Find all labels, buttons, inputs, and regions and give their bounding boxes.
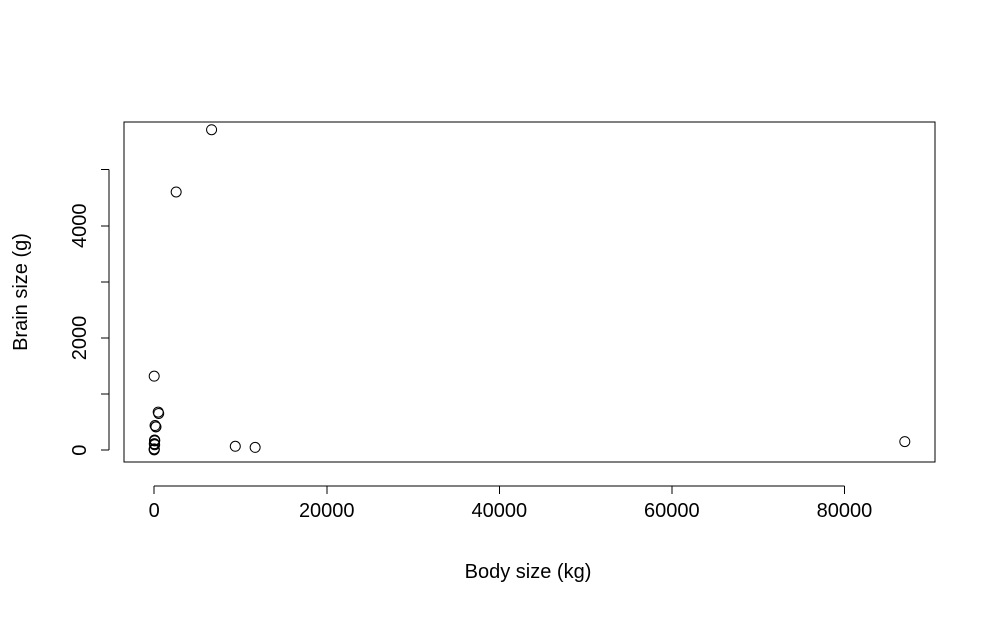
x-axis: 0 20000 40000 60000 80000 bbox=[149, 485, 873, 522]
data-points bbox=[148, 124, 911, 456]
data-point bbox=[229, 440, 241, 452]
plot-frame bbox=[123, 121, 936, 463]
data-point bbox=[149, 420, 161, 432]
data-point bbox=[170, 186, 182, 198]
data-point bbox=[150, 421, 162, 433]
x-tick-label: 20000 bbox=[299, 500, 355, 522]
x-tick-label: 40000 bbox=[471, 500, 527, 522]
x-tick-label: 60000 bbox=[644, 500, 700, 522]
data-point bbox=[152, 406, 164, 418]
y-tick-label: 2000 bbox=[69, 316, 91, 361]
y-axis: 0 2000 4000 bbox=[69, 169, 110, 456]
y-ticks: 0 2000 4000 bbox=[69, 169, 109, 456]
data-point bbox=[206, 124, 218, 136]
data-point bbox=[249, 441, 261, 453]
x-axis-title: Body size (kg) bbox=[465, 561, 592, 583]
y-tick-label: 0 bbox=[69, 445, 91, 456]
x-ticks: 0 20000 40000 60000 80000 bbox=[149, 486, 873, 522]
x-tick-label: 0 bbox=[149, 500, 160, 522]
data-point bbox=[149, 439, 161, 451]
y-tick-label: 4000 bbox=[69, 204, 91, 249]
data-point bbox=[148, 370, 160, 382]
y-axis-title: Brain size (g) bbox=[10, 233, 32, 351]
data-point bbox=[148, 444, 160, 456]
data-point bbox=[899, 436, 911, 448]
x-tick-label: 80000 bbox=[817, 500, 873, 522]
